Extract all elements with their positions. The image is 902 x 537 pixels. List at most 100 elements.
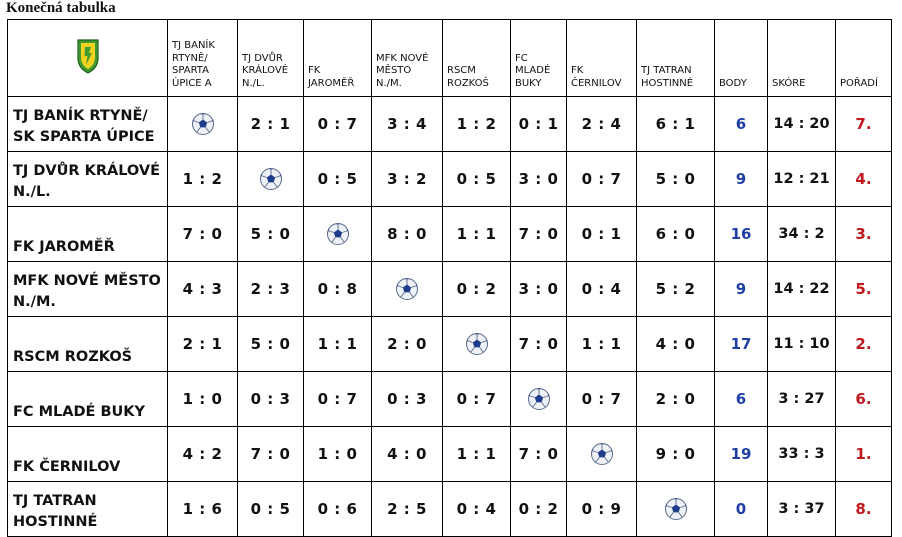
result-cell: 2 : 0 bbox=[371, 316, 443, 372]
team-name: FK JAROMĚŘ bbox=[7, 206, 168, 262]
result-cell: 2 : 3 bbox=[237, 261, 304, 317]
col-header-team-4: MFK NOVÉ MĚSTO N./M. bbox=[371, 19, 443, 97]
points-cell: 9 bbox=[714, 261, 768, 317]
team-name: TJ BANÍK RTYNĚ/ SK SPARTA ÚPICE bbox=[7, 96, 168, 152]
logo-cell bbox=[7, 19, 168, 97]
result-cell: 0 : 1 bbox=[566, 206, 637, 262]
result-cell: 5 : 0 bbox=[636, 151, 715, 207]
diagonal-cell bbox=[237, 151, 304, 207]
place-cell: 6. bbox=[835, 371, 892, 427]
score-cell: 3 : 37 bbox=[767, 481, 836, 537]
result-cell: 0 : 5 bbox=[442, 151, 511, 207]
diagonal-cell bbox=[442, 316, 511, 372]
place-cell: 3. bbox=[835, 206, 892, 262]
diagonal-cell bbox=[510, 371, 567, 427]
result-cell: 6 : 1 bbox=[636, 96, 715, 152]
soccer-ball-icon bbox=[259, 168, 282, 190]
place-cell: 8. bbox=[835, 481, 892, 537]
points-cell: 0 bbox=[714, 481, 768, 537]
result-cell: 1 : 2 bbox=[167, 151, 238, 207]
soccer-ball-icon bbox=[664, 498, 687, 520]
result-cell: 1 : 2 bbox=[442, 96, 511, 152]
points-cell: 9 bbox=[714, 151, 768, 207]
result-cell: 5 : 2 bbox=[636, 261, 715, 317]
score-cell: 14 : 22 bbox=[767, 261, 836, 317]
result-cell: 0 : 3 bbox=[371, 371, 443, 427]
score-cell: 34 : 2 bbox=[767, 206, 836, 262]
result-cell: 6 : 0 bbox=[636, 206, 715, 262]
result-cell: 0 : 2 bbox=[510, 481, 567, 537]
result-cell: 7 : 0 bbox=[510, 316, 567, 372]
page-title: Konečná tabulka bbox=[6, 0, 116, 16]
team-name: TJ DVŮR KRÁLOVÉ N./L. bbox=[7, 151, 168, 207]
team-name: FC MLADÉ BUKY bbox=[7, 371, 168, 427]
result-cell: 0 : 9 bbox=[566, 481, 637, 537]
result-cell: 4 : 2 bbox=[167, 426, 238, 482]
result-cell: 0 : 7 bbox=[442, 371, 511, 427]
result-cell: 9 : 0 bbox=[636, 426, 715, 482]
points-cell: 16 bbox=[714, 206, 768, 262]
result-cell: 0 : 7 bbox=[566, 371, 637, 427]
result-cell: 5 : 0 bbox=[237, 206, 304, 262]
diagonal-cell bbox=[167, 96, 238, 152]
place-cell: 1. bbox=[835, 426, 892, 482]
result-cell: 0 : 3 bbox=[237, 371, 304, 427]
team-name: MFK NOVÉ MĚSTO N./M. bbox=[7, 261, 168, 317]
result-cell: 0 : 5 bbox=[237, 481, 304, 537]
result-cell: 7 : 0 bbox=[167, 206, 238, 262]
points-cell: 19 bbox=[714, 426, 768, 482]
soccer-ball-icon bbox=[590, 443, 613, 465]
result-cell: 4 : 3 bbox=[167, 261, 238, 317]
col-header-team-3: FK JAROMĚŘ bbox=[303, 19, 372, 97]
team-name: RSCM ROZKOŠ bbox=[7, 316, 168, 372]
result-cell: 7 : 0 bbox=[510, 206, 567, 262]
result-cell: 3 : 0 bbox=[510, 151, 567, 207]
points-cell: 6 bbox=[714, 371, 768, 427]
soccer-ball-icon bbox=[326, 223, 349, 245]
diagonal-cell bbox=[371, 261, 443, 317]
club-crest-icon bbox=[76, 39, 99, 74]
result-cell: 0 : 5 bbox=[303, 151, 372, 207]
soccer-ball-icon bbox=[527, 388, 550, 410]
team-name: TJ TATRAN HOSTINNÉ bbox=[7, 481, 168, 537]
result-cell: 7 : 0 bbox=[510, 426, 567, 482]
points-cell: 17 bbox=[714, 316, 768, 372]
result-cell: 3 : 2 bbox=[371, 151, 443, 207]
place-cell: 4. bbox=[835, 151, 892, 207]
col-header-team-1: TJ BANÍK RTYNĚ/ SPARTA ÚPICE A bbox=[167, 19, 238, 97]
col-header-team-8: TJ TATRAN HOSTINNÉ bbox=[636, 19, 715, 97]
header-row: TJ BANÍK RTYNĚ/ SPARTA ÚPICE A TJ DVŮR K… bbox=[7, 19, 892, 97]
result-cell: 0 : 1 bbox=[510, 96, 567, 152]
col-header-score: SKÓRE bbox=[767, 19, 836, 97]
result-cell: 2 : 5 bbox=[371, 481, 443, 537]
diagonal-cell bbox=[566, 426, 637, 482]
soccer-ball-icon bbox=[465, 333, 488, 355]
result-cell: 1 : 0 bbox=[303, 426, 372, 482]
result-cell: 3 : 0 bbox=[510, 261, 567, 317]
score-cell: 11 : 10 bbox=[767, 316, 836, 372]
result-cell: 0 : 7 bbox=[303, 371, 372, 427]
points-cell: 6 bbox=[714, 96, 768, 152]
result-cell: 4 : 0 bbox=[371, 426, 443, 482]
score-cell: 3 : 27 bbox=[767, 371, 836, 427]
diagonal-cell bbox=[303, 206, 372, 262]
result-cell: 0 : 2 bbox=[442, 261, 511, 317]
result-cell: 4 : 0 bbox=[636, 316, 715, 372]
col-header-team-5: RSCM ROZKOŠ bbox=[442, 19, 511, 97]
result-cell: 7 : 0 bbox=[237, 426, 304, 482]
place-cell: 7. bbox=[835, 96, 892, 152]
score-cell: 12 : 21 bbox=[767, 151, 836, 207]
result-cell: 2 : 0 bbox=[636, 371, 715, 427]
result-cell: 3 : 4 bbox=[371, 96, 443, 152]
league-table: TJ BANÍK RTYNĚ/ SPARTA ÚPICE A TJ DVŮR K… bbox=[7, 19, 892, 537]
result-cell: 0 : 6 bbox=[303, 481, 372, 537]
result-cell: 5 : 0 bbox=[237, 316, 304, 372]
